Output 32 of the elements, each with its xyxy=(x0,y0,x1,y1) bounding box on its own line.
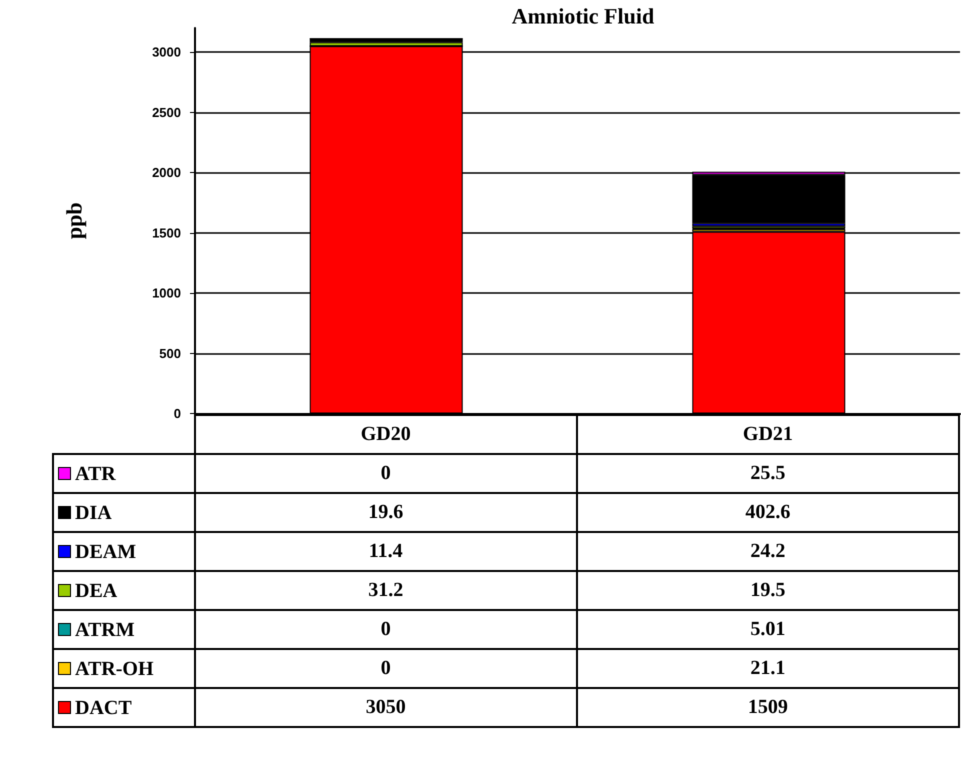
data-label: 3050 xyxy=(194,688,577,727)
legend-label: ATR xyxy=(75,462,116,484)
legend-label: DEAM xyxy=(75,540,136,562)
x-tick-label: GD21 xyxy=(576,415,959,454)
y-tick-label: 1500 xyxy=(152,225,181,240)
data-label: 19.5 xyxy=(576,571,959,610)
y-axis-title: ppb xyxy=(62,202,86,240)
y-tick-label: 2500 xyxy=(152,104,181,120)
legend-label: DACT xyxy=(75,696,132,718)
data-label: 21.1 xyxy=(576,649,959,688)
legend-label: ATR-OH xyxy=(75,657,154,680)
data-label: 5.01 xyxy=(576,610,959,649)
x-tick-label: GD20 xyxy=(194,415,577,454)
data-label: 31.2 xyxy=(194,571,577,610)
data-label: 24.2 xyxy=(576,532,959,571)
chart-title: Amniotic Fluid xyxy=(512,4,654,28)
y-tick-label: 1000 xyxy=(152,286,181,301)
data-label: 0 xyxy=(194,454,577,493)
y-tick-label: 2000 xyxy=(152,165,181,180)
data-label: 11.4 xyxy=(194,532,577,571)
data-label: 19.6 xyxy=(194,493,577,532)
data-label: 0 xyxy=(194,649,577,688)
legend-label: ATRM xyxy=(75,618,135,640)
y-tick-label: 500 xyxy=(159,346,181,361)
y-tick-label: 0 xyxy=(174,406,181,421)
y-tick-label: 3000 xyxy=(152,44,181,60)
data-label: 1509 xyxy=(576,688,959,727)
data-label: 25.5 xyxy=(576,454,959,493)
data-label: 402.6 xyxy=(576,493,959,532)
legend-label: DIA xyxy=(75,501,112,524)
legend-label: DEA xyxy=(75,579,118,602)
data-label: 0 xyxy=(194,610,577,649)
